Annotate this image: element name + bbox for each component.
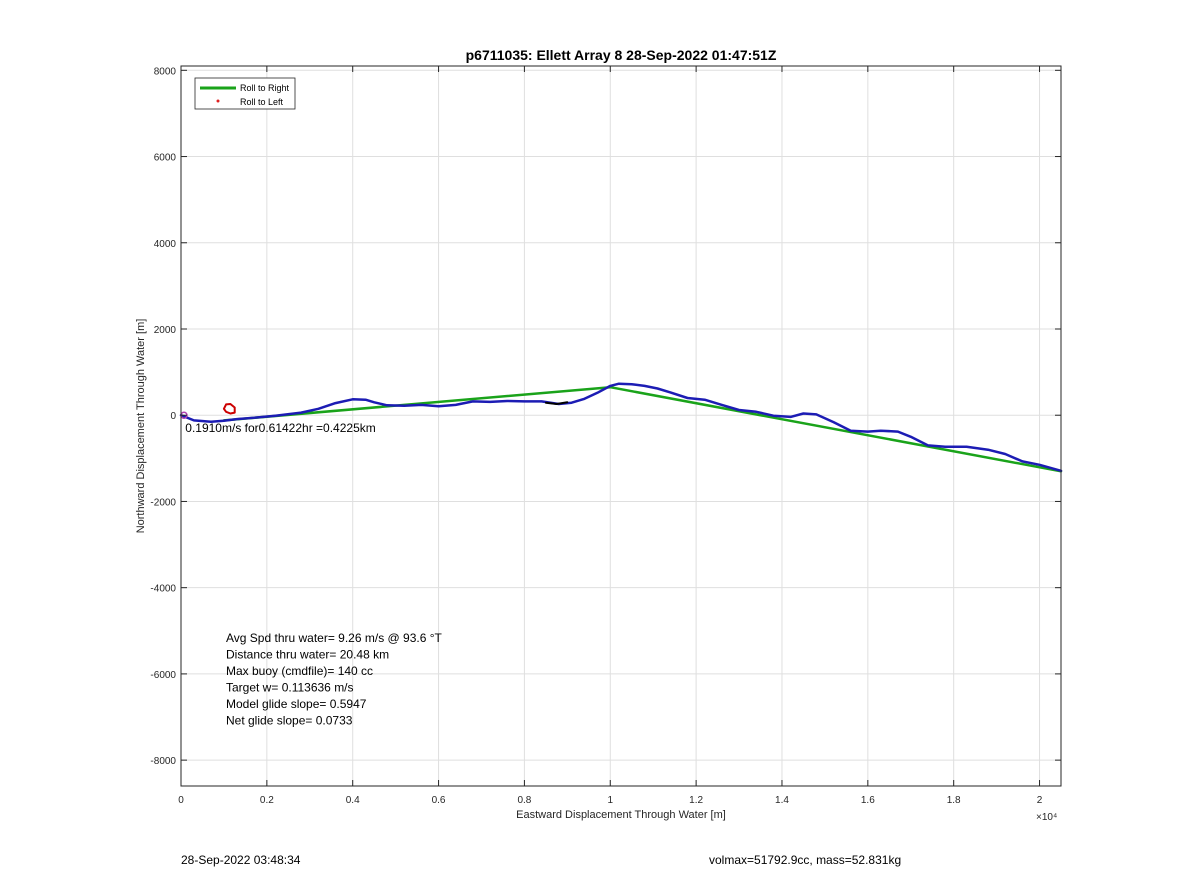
stats-line: Target w= 0.113636 m/s <box>226 681 354 695</box>
axes-box <box>180 65 1062 787</box>
footer-stats: volmax=51792.9cc, mass=52.831kg <box>709 853 902 867</box>
legend-box <box>194 77 296 110</box>
footer-timestamp: 28-Sep-2022 03:48:34 <box>181 853 301 867</box>
x-tick-label: 0.6 <box>432 795 446 806</box>
stats-line: Max buoy (cmdfile)= 140 cc <box>226 664 373 678</box>
legend-label-roll-right: Roll to Right <box>240 83 290 93</box>
x-tick-label: 1.6 <box>861 795 875 806</box>
x-tick-label: 0.8 <box>517 795 531 806</box>
x-tick-label: 1.2 <box>689 795 703 806</box>
chart-title: p6711035: Ellett Array 8 28-Sep-2022 01:… <box>466 47 777 63</box>
y-tick-label: -2000 <box>150 497 176 508</box>
legend-dot-roll-left <box>216 99 220 103</box>
y-axis-label: Northward Displacement Through Water [m] <box>135 319 147 534</box>
x-axis-exponent: ×10⁴ <box>1036 812 1057 823</box>
y-tick-label: 4000 <box>154 239 177 250</box>
series-line-1 <box>179 382 1063 473</box>
y-tick-label: 6000 <box>154 153 177 164</box>
ticks: 0 0.2 0.4 0.6 0.8 1 1.2 1.4 1.6 1.8 2 8000 6000 4000 2… <box>150 66 1061 806</box>
x-tick-label: 1.4 <box>775 795 789 806</box>
stats-line: Avg Spd thru water= 9.26 m/s @ 93.6 °T <box>226 631 443 645</box>
x-tick-label: 2 <box>1037 795 1043 806</box>
y-tick-label: -6000 <box>150 670 176 681</box>
y-tick-label: -4000 <box>150 584 176 595</box>
stats-line: Distance thru water= 20.48 km <box>226 648 389 662</box>
x-tick-label: 0.4 <box>346 795 360 806</box>
legend: Roll to Right Roll to Left <box>194 77 296 110</box>
x-tick-label: 0 <box>178 795 184 806</box>
x-tick-label: 0.2 <box>260 795 274 806</box>
y-tick-label: -8000 <box>150 756 176 767</box>
x-axis-label: Eastward Displacement Through Water [m] <box>516 809 726 821</box>
stats-line: Model glide slope= 0.5947 <box>226 697 367 711</box>
y-tick-label: 2000 <box>154 325 177 336</box>
stats-line: Net glide slope= 0.0733 <box>226 714 353 728</box>
y-tick-label: 0 <box>170 411 176 422</box>
current-label: 0.1910m/s for0.61422hr =0.4225km <box>185 421 375 435</box>
x-tick-label: 1.8 <box>947 795 961 806</box>
grid <box>180 66 1061 786</box>
series-line-3 <box>222 403 236 415</box>
y-tick-label: 8000 <box>154 66 177 77</box>
series-line-2 <box>544 401 569 405</box>
stats-annotations: Avg Spd thru water= 9.26 m/s @ 93.6 °T Di… <box>226 631 443 728</box>
x-tick-label: 1 <box>607 795 613 806</box>
legend-label-roll-left: Roll to Left <box>240 97 284 107</box>
